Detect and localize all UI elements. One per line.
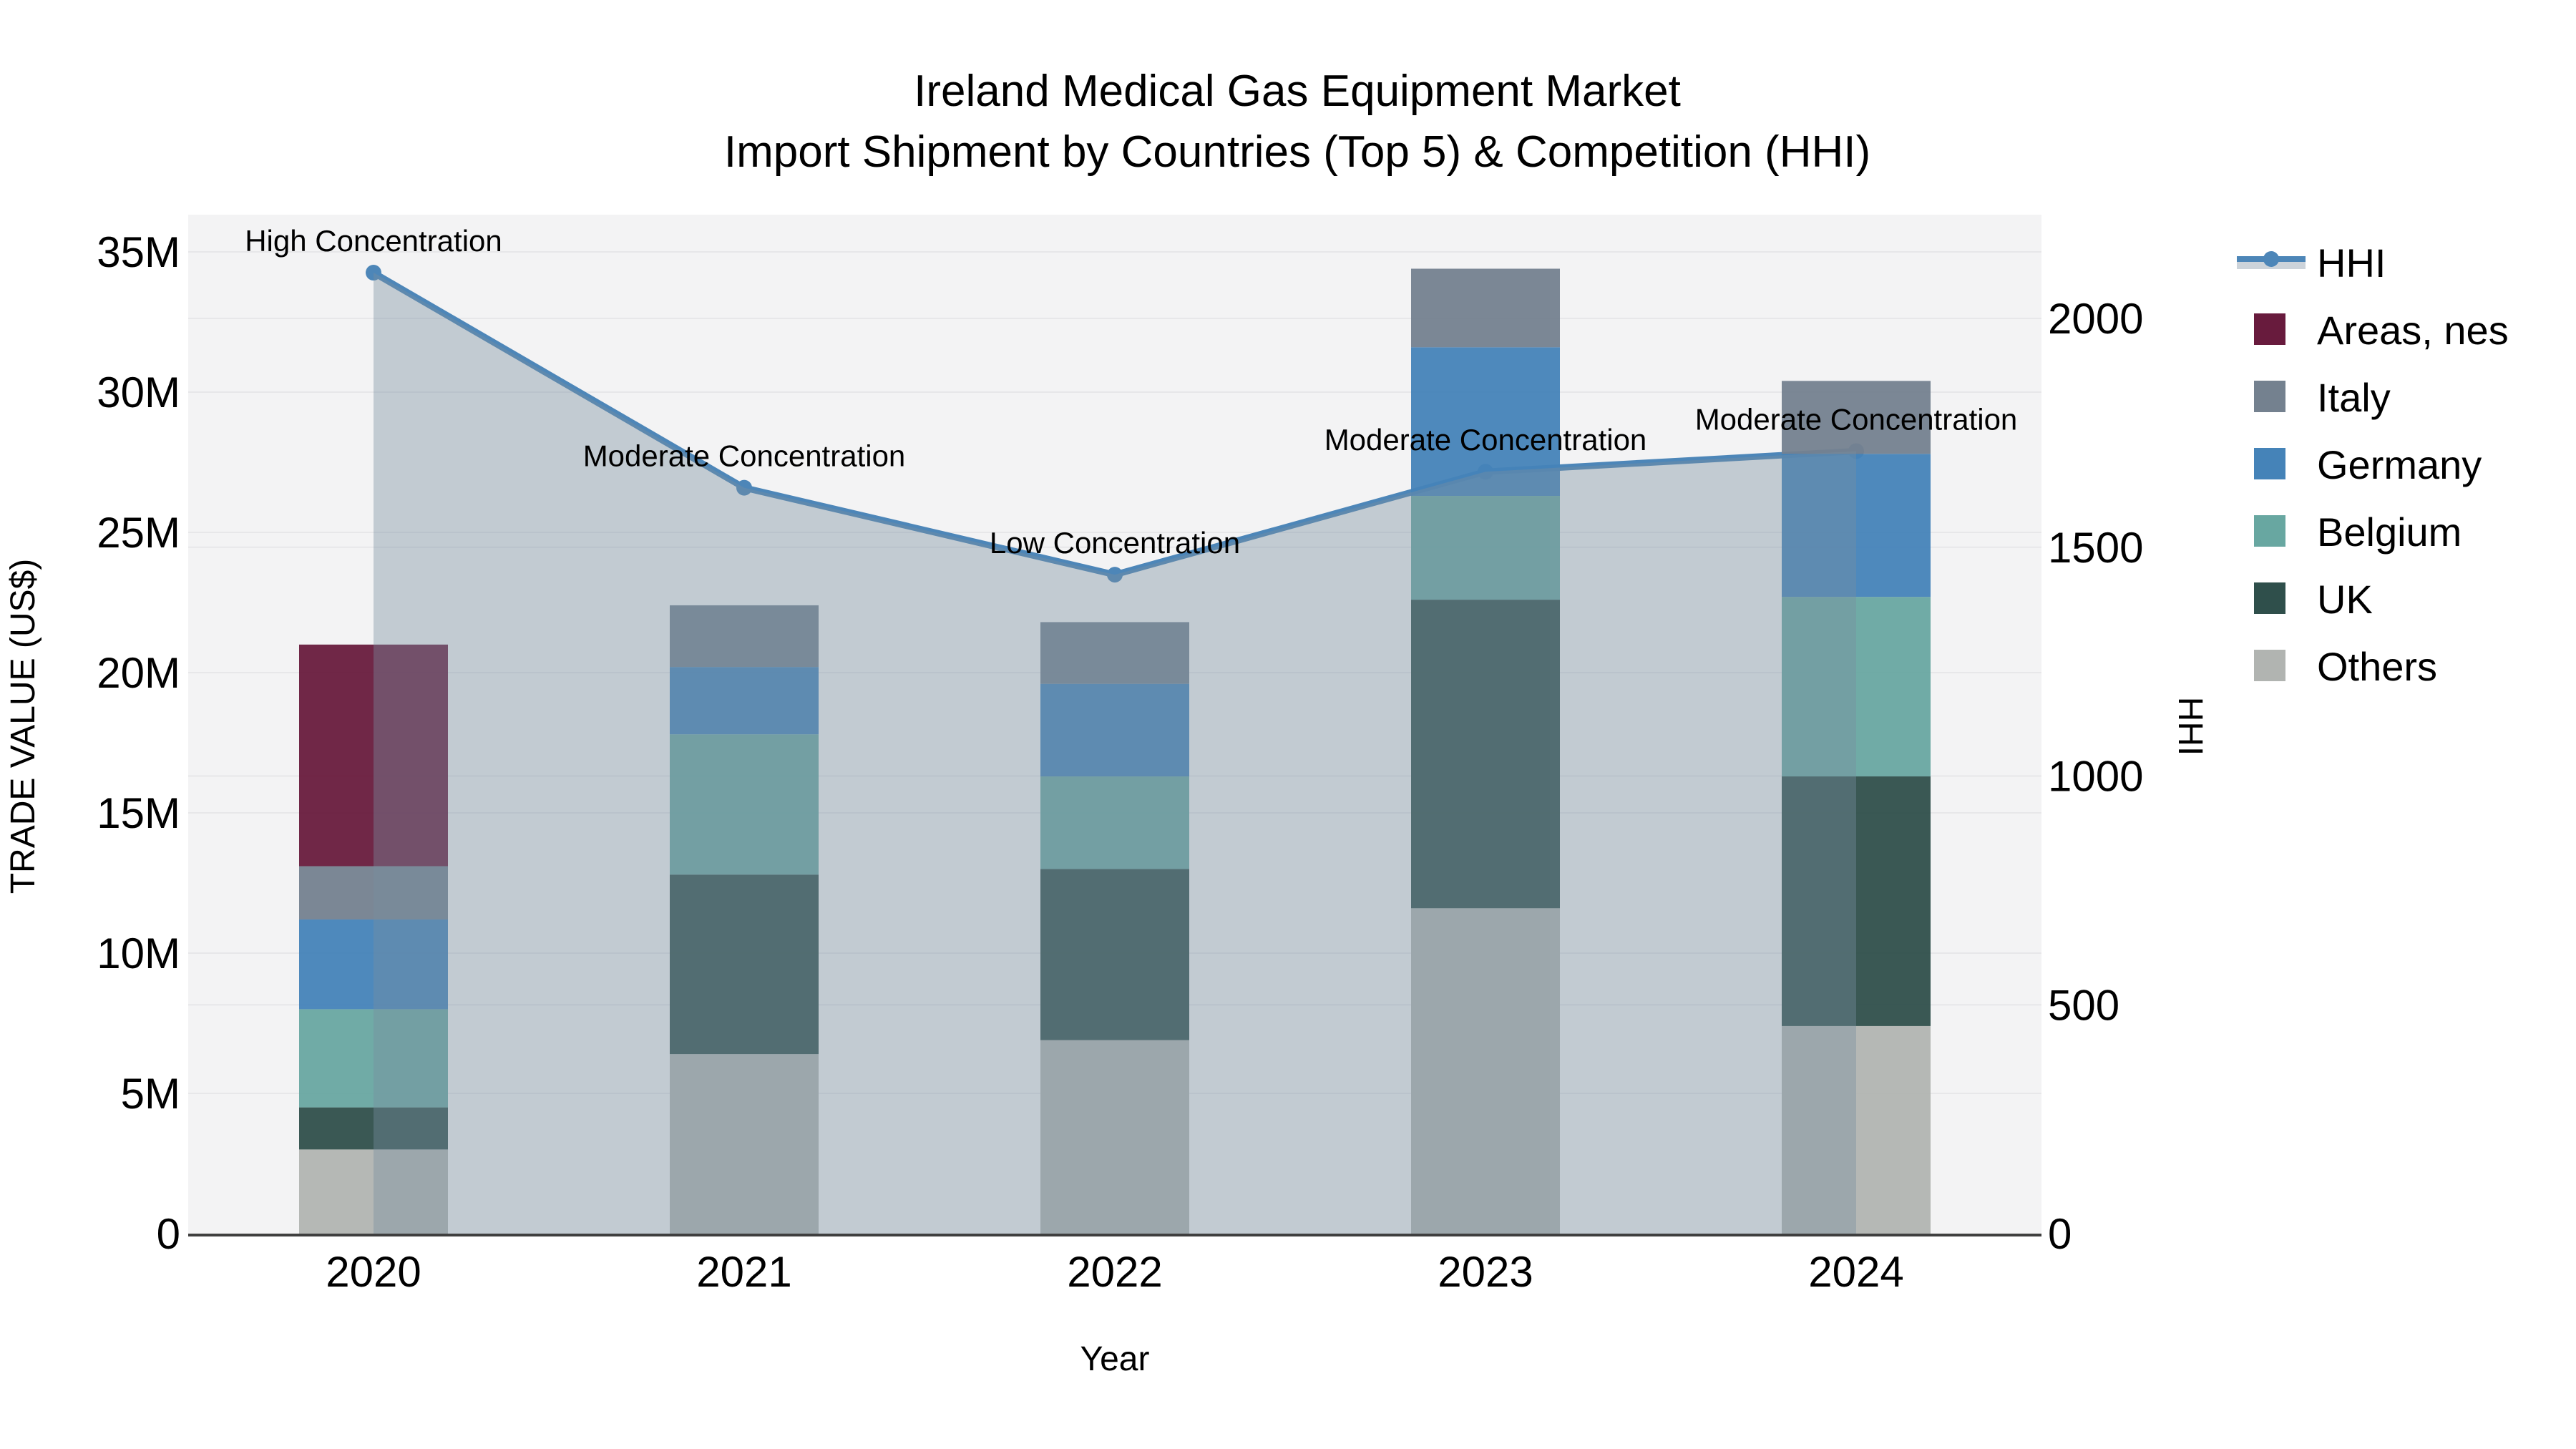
legend-hhi-marker-icon bbox=[2263, 251, 2279, 267]
bars-layer[interactable] bbox=[299, 268, 1931, 1234]
bar-segment-uk-2021[interactable] bbox=[670, 874, 819, 1055]
legend-label: Others bbox=[2317, 644, 2437, 689]
legend-item-germany[interactable]: Germany bbox=[2254, 442, 2482, 487]
bar-segment-germany-2024[interactable] bbox=[1782, 454, 1931, 597]
annotation-2020: High Concentration bbox=[245, 224, 502, 258]
x-tick-label-2023: 2023 bbox=[1438, 1248, 1533, 1296]
bar-segment-belgium-2020[interactable] bbox=[299, 1009, 448, 1108]
bar-segment-belgium-2024[interactable] bbox=[1782, 597, 1931, 777]
bar-segment-belgium-2021[interactable] bbox=[670, 734, 819, 875]
bar-segment-others-2022[interactable] bbox=[1040, 1040, 1189, 1234]
legend-color-swatch bbox=[2254, 381, 2285, 412]
legend-item-others[interactable]: Others bbox=[2254, 644, 2437, 689]
legend-color-swatch bbox=[2254, 582, 2285, 614]
annotation-2023: Moderate Concentration bbox=[1324, 423, 1647, 457]
y-left-tick-label: 25M bbox=[97, 509, 180, 557]
bar-segment-others-2020[interactable] bbox=[299, 1149, 448, 1234]
legend-color-swatch bbox=[2254, 448, 2285, 479]
x-axis-title: Year bbox=[1080, 1340, 1150, 1378]
bar-segment-belgium-2022[interactable] bbox=[1040, 776, 1189, 869]
y-left-tick-label: 30M bbox=[97, 369, 180, 416]
bar-segment-uk-2024[interactable] bbox=[1782, 776, 1931, 1026]
legend-color-swatch bbox=[2254, 313, 2285, 345]
y-left-tick-label: 20M bbox=[97, 649, 180, 697]
bar-segment-germany-2022[interactable] bbox=[1040, 683, 1189, 777]
hhi-marker-2021[interactable] bbox=[736, 479, 752, 496]
annotation-2021: Moderate Concentration bbox=[583, 439, 906, 473]
legend-label: HHI bbox=[2317, 240, 2386, 286]
y-left-tick-label: 0 bbox=[157, 1210, 180, 1258]
bar-segment-italy-2021[interactable] bbox=[670, 605, 819, 668]
bar-segment-italy-2022[interactable] bbox=[1040, 622, 1189, 684]
x-tick-label-2020: 2020 bbox=[326, 1248, 421, 1296]
hhi-area-layer bbox=[374, 273, 1856, 1234]
bar-segment-italy-2023[interactable] bbox=[1411, 268, 1560, 348]
bar-segment-uk-2020[interactable] bbox=[299, 1107, 448, 1150]
y-right-axis-title: HHI bbox=[2171, 697, 2209, 756]
legend-label: Germany bbox=[2317, 442, 2482, 487]
y-left-tick-label: 15M bbox=[97, 789, 180, 837]
bar-segment-germany-2021[interactable] bbox=[670, 667, 819, 735]
legend-label: Belgium bbox=[2317, 509, 2462, 555]
annotation-2024: Moderate Concentration bbox=[1695, 402, 2018, 436]
bar-segment-uk-2023[interactable] bbox=[1411, 600, 1560, 909]
x-tick-label-2022: 2022 bbox=[1067, 1248, 1162, 1296]
y-right-tick-label: 1500 bbox=[2048, 524, 2143, 572]
bar-segment-belgium-2023[interactable] bbox=[1411, 496, 1560, 600]
y-left-axis-title: TRADE VALUE (US$) bbox=[4, 559, 42, 894]
bar-segment-uk-2022[interactable] bbox=[1040, 869, 1189, 1040]
legend-item-hhi[interactable]: HHI bbox=[2237, 240, 2386, 286]
bar-segment-italy-2024[interactable] bbox=[1782, 381, 1931, 454]
bar-segment-others-2023[interactable] bbox=[1411, 908, 1560, 1234]
legend-color-swatch bbox=[2254, 650, 2285, 681]
legend-item-belgium[interactable]: Belgium bbox=[2254, 509, 2462, 555]
legend-layer[interactable]: HHI Areas, nes Italy Germany Belgium UK Others bbox=[2237, 240, 2509, 689]
legend-label: Areas, nes bbox=[2317, 308, 2509, 353]
y-right-tick-label: 0 bbox=[2048, 1210, 2072, 1258]
y-right-tick-label: 1000 bbox=[2048, 753, 2143, 801]
chart-title-line1: Ireland Medical Gas Equipment Market bbox=[914, 67, 1681, 116]
hhi-marker-2022[interactable] bbox=[1107, 567, 1123, 583]
bar-segment-germany-2020[interactable] bbox=[299, 919, 448, 1010]
y-left-tick-label: 35M bbox=[97, 228, 180, 276]
legend-label: Italy bbox=[2317, 375, 2391, 420]
bar-segment-others-2024[interactable] bbox=[1782, 1025, 1931, 1234]
bar-segment-others-2021[interactable] bbox=[670, 1054, 819, 1234]
bar-segment-areas-nes-2020[interactable] bbox=[299, 644, 448, 867]
hhi-area-fill bbox=[374, 273, 1856, 1234]
legend-label: UK bbox=[2317, 577, 2373, 622]
y-right-tick-label: 500 bbox=[2048, 981, 2119, 1029]
y-left-tick-label: 5M bbox=[121, 1070, 180, 1118]
y-right-tick-label: 2000 bbox=[2048, 295, 2143, 343]
legend-color-swatch bbox=[2254, 515, 2285, 547]
legend-item-uk[interactable]: UK bbox=[2254, 577, 2373, 622]
chart-title-line2: Import Shipment by Countries (Top 5) & C… bbox=[724, 127, 1870, 177]
annotations-layer: High Concentration Moderate Concentration… bbox=[245, 224, 2017, 560]
legend-item-areas-nes[interactable]: Areas, nes bbox=[2254, 308, 2509, 353]
y-left-tick-label: 10M bbox=[97, 930, 180, 977]
annotation-2022: Low Concentration bbox=[990, 526, 1240, 560]
tick-labels-layer: 0 5M 10M 15M 20M 25M 30M 35M 0 500 1000 1500 2000 202… bbox=[97, 228, 2143, 1296]
x-tick-label-2024: 2024 bbox=[1808, 1248, 1903, 1296]
hhi-marker-2020[interactable] bbox=[366, 265, 381, 281]
bar-segment-italy-2020[interactable] bbox=[299, 866, 448, 919]
bar-segment-germany-2023[interactable] bbox=[1411, 347, 1560, 497]
legend-item-italy[interactable]: Italy bbox=[2254, 375, 2391, 420]
static-labels-layer: Ireland Medical Gas Equipment Market Imp… bbox=[4, 67, 2209, 1378]
x-tick-label-2021: 2021 bbox=[696, 1248, 791, 1296]
